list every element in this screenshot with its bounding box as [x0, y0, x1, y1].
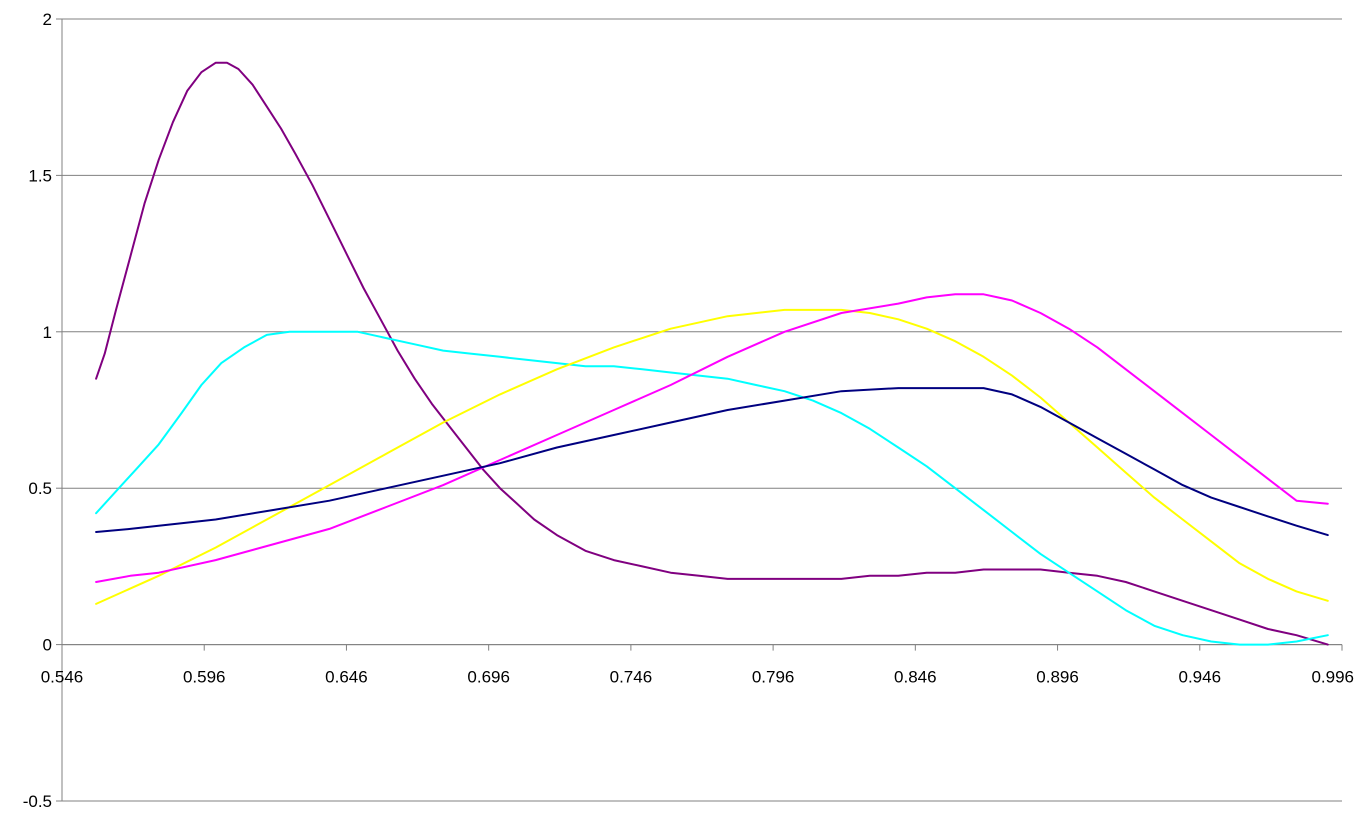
x-tick-label: 0.846: [894, 668, 937, 687]
x-tick-label: 0.946: [1179, 668, 1222, 687]
y-tick-label: 1: [43, 323, 52, 342]
x-tick-label: 0.896: [1036, 668, 1079, 687]
x-tick-label: 0.646: [325, 668, 368, 687]
y-tick-label: 0.5: [28, 479, 52, 498]
axes: [56, 18, 1343, 802]
y-tick-label: 2: [43, 10, 52, 29]
series-line-4: [95, 293, 1329, 583]
gridlines: [62, 18, 1342, 802]
y-tick-label: 0: [43, 636, 52, 655]
series-line-5: [95, 387, 1329, 537]
x-tick-label: 0.696: [467, 668, 510, 687]
x-tick-label: 0.596: [183, 668, 226, 687]
series-line-1: [95, 61, 1329, 646]
x-tick-label: 0.746: [610, 668, 653, 687]
x-tick-label: 0.796: [752, 668, 795, 687]
x-tick-labels: 0.546 0.596 0.646 0.696 0.746 0.796 0.846 0.896…: [41, 668, 1354, 687]
series-line-3: [95, 308, 1329, 605]
y-tick-label: 1.5: [28, 166, 52, 185]
x-tick-label: 0.996: [1311, 668, 1354, 687]
x-tick-label: 0.546: [41, 668, 84, 687]
y-tick-label: -0.5: [23, 792, 52, 811]
series-lines: [95, 61, 1329, 646]
y-tick-labels: -0.5 0 0.5 1 1.5 2: [23, 10, 52, 811]
series-line-2: [95, 330, 1329, 646]
